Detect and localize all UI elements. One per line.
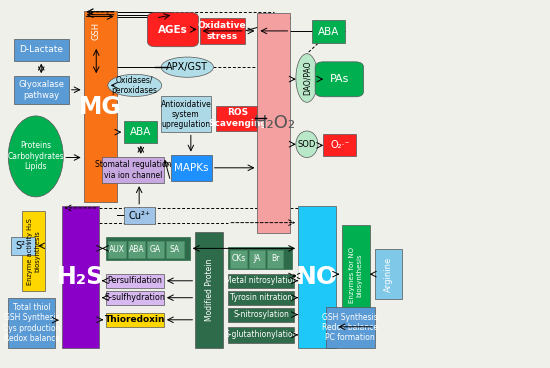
FancyBboxPatch shape xyxy=(312,20,345,43)
Text: S-glutathionylation: S-glutathionylation xyxy=(224,330,298,339)
FancyBboxPatch shape xyxy=(108,241,126,258)
Text: Oxidative
stress: Oxidative stress xyxy=(198,21,246,40)
Text: MG: MG xyxy=(79,95,122,119)
FancyBboxPatch shape xyxy=(84,11,117,202)
FancyBboxPatch shape xyxy=(14,39,69,61)
Ellipse shape xyxy=(108,74,162,96)
Ellipse shape xyxy=(296,131,318,158)
FancyBboxPatch shape xyxy=(147,241,164,258)
Text: ABA: ABA xyxy=(129,245,144,254)
FancyBboxPatch shape xyxy=(249,250,265,268)
Text: Cu²⁺: Cu²⁺ xyxy=(128,210,151,221)
FancyBboxPatch shape xyxy=(166,241,184,258)
Text: D-Lactate: D-Lactate xyxy=(19,45,63,54)
Text: PAs: PAs xyxy=(329,74,349,84)
Text: SOD: SOD xyxy=(298,140,316,149)
FancyBboxPatch shape xyxy=(216,106,261,131)
Text: SA: SA xyxy=(170,245,180,254)
Text: ABA: ABA xyxy=(318,27,339,37)
Text: CKs: CKs xyxy=(232,254,246,263)
FancyBboxPatch shape xyxy=(102,157,164,183)
FancyBboxPatch shape xyxy=(228,308,294,322)
FancyBboxPatch shape xyxy=(375,249,402,299)
Text: Stomatal regulation
via ion channel: Stomatal regulation via ion channel xyxy=(95,160,172,180)
FancyBboxPatch shape xyxy=(88,16,104,46)
Text: Metal nitrosylation: Metal nitrosylation xyxy=(225,276,298,285)
FancyBboxPatch shape xyxy=(8,298,55,348)
Text: APX/GST: APX/GST xyxy=(166,62,208,72)
Text: Enzyme activity H₂S
biosynthesis: Enzyme activity H₂S biosynthesis xyxy=(27,218,40,285)
Text: Thioredoxin: Thioredoxin xyxy=(104,315,165,324)
Text: Arginine: Arginine xyxy=(384,256,393,291)
FancyBboxPatch shape xyxy=(11,237,35,255)
Text: MAPKs: MAPKs xyxy=(174,163,208,173)
FancyBboxPatch shape xyxy=(14,76,69,104)
Text: O₂·⁻: O₂·⁻ xyxy=(330,140,350,151)
Text: Antioxidative
system
upregulation: Antioxidative system upregulation xyxy=(161,100,211,129)
FancyBboxPatch shape xyxy=(22,211,45,291)
Ellipse shape xyxy=(8,116,63,197)
Text: AUX: AUX xyxy=(109,245,125,254)
FancyBboxPatch shape xyxy=(62,206,99,348)
Text: AGEs: AGEs xyxy=(158,25,188,35)
Ellipse shape xyxy=(296,54,318,102)
FancyBboxPatch shape xyxy=(326,307,375,348)
FancyBboxPatch shape xyxy=(257,13,290,233)
Text: ROS
Scavenging: ROS Scavenging xyxy=(208,109,268,128)
Text: NO: NO xyxy=(296,265,338,289)
FancyBboxPatch shape xyxy=(124,121,157,143)
Text: S-sulfhydration: S-sulfhydration xyxy=(104,293,166,302)
FancyBboxPatch shape xyxy=(298,206,336,348)
Text: H₂S: H₂S xyxy=(57,265,104,289)
FancyBboxPatch shape xyxy=(200,18,245,44)
Text: DAO/PAO: DAO/PAO xyxy=(302,61,311,95)
FancyBboxPatch shape xyxy=(106,237,190,260)
FancyBboxPatch shape xyxy=(195,232,223,348)
Text: Glyoxalase
pathway: Glyoxalase pathway xyxy=(18,80,64,100)
Text: Persulfidation: Persulfidation xyxy=(108,276,162,285)
Text: Br: Br xyxy=(271,254,279,263)
FancyBboxPatch shape xyxy=(161,96,211,132)
Text: H₂O₂: H₂O₂ xyxy=(253,114,295,131)
Text: S-nitrosylation: S-nitrosylation xyxy=(233,310,289,319)
Text: Enzymes for NO
biosynthesis: Enzymes for NO biosynthesis xyxy=(349,247,362,303)
Text: GA: GA xyxy=(150,245,161,254)
FancyBboxPatch shape xyxy=(228,291,294,305)
Text: Total thiol
GSH Synthesis
Cys production
Redox balance: Total thiol GSH Synthesis Cys production… xyxy=(3,303,60,343)
FancyBboxPatch shape xyxy=(323,134,356,156)
Text: GSH Synthesis
Redox balance
PC formation: GSH Synthesis Redox balance PC formation xyxy=(322,313,378,342)
Text: Modified Protein: Modified Protein xyxy=(205,259,213,321)
FancyBboxPatch shape xyxy=(315,62,364,97)
FancyBboxPatch shape xyxy=(342,225,370,325)
FancyBboxPatch shape xyxy=(228,274,294,288)
Text: GSH: GSH xyxy=(92,22,101,40)
Ellipse shape xyxy=(161,57,213,77)
FancyBboxPatch shape xyxy=(267,250,283,268)
Text: ABA: ABA xyxy=(130,127,151,137)
FancyBboxPatch shape xyxy=(106,291,164,305)
Text: S²⁻: S²⁻ xyxy=(15,241,31,251)
FancyBboxPatch shape xyxy=(106,274,164,288)
Text: Proteins
Carbohydrates
Lipids: Proteins Carbohydrates Lipids xyxy=(7,142,64,171)
FancyBboxPatch shape xyxy=(228,327,294,343)
FancyBboxPatch shape xyxy=(147,13,199,47)
FancyBboxPatch shape xyxy=(128,241,145,258)
Text: Tyrosin nitration: Tyrosin nitration xyxy=(230,293,293,302)
FancyBboxPatch shape xyxy=(170,155,212,181)
Text: Oxidases/
peroxidases: Oxidases/ peroxidases xyxy=(112,76,158,95)
FancyBboxPatch shape xyxy=(124,207,155,224)
Text: JA: JA xyxy=(253,254,261,263)
FancyBboxPatch shape xyxy=(106,313,164,327)
FancyBboxPatch shape xyxy=(228,247,292,269)
FancyBboxPatch shape xyxy=(230,250,247,268)
